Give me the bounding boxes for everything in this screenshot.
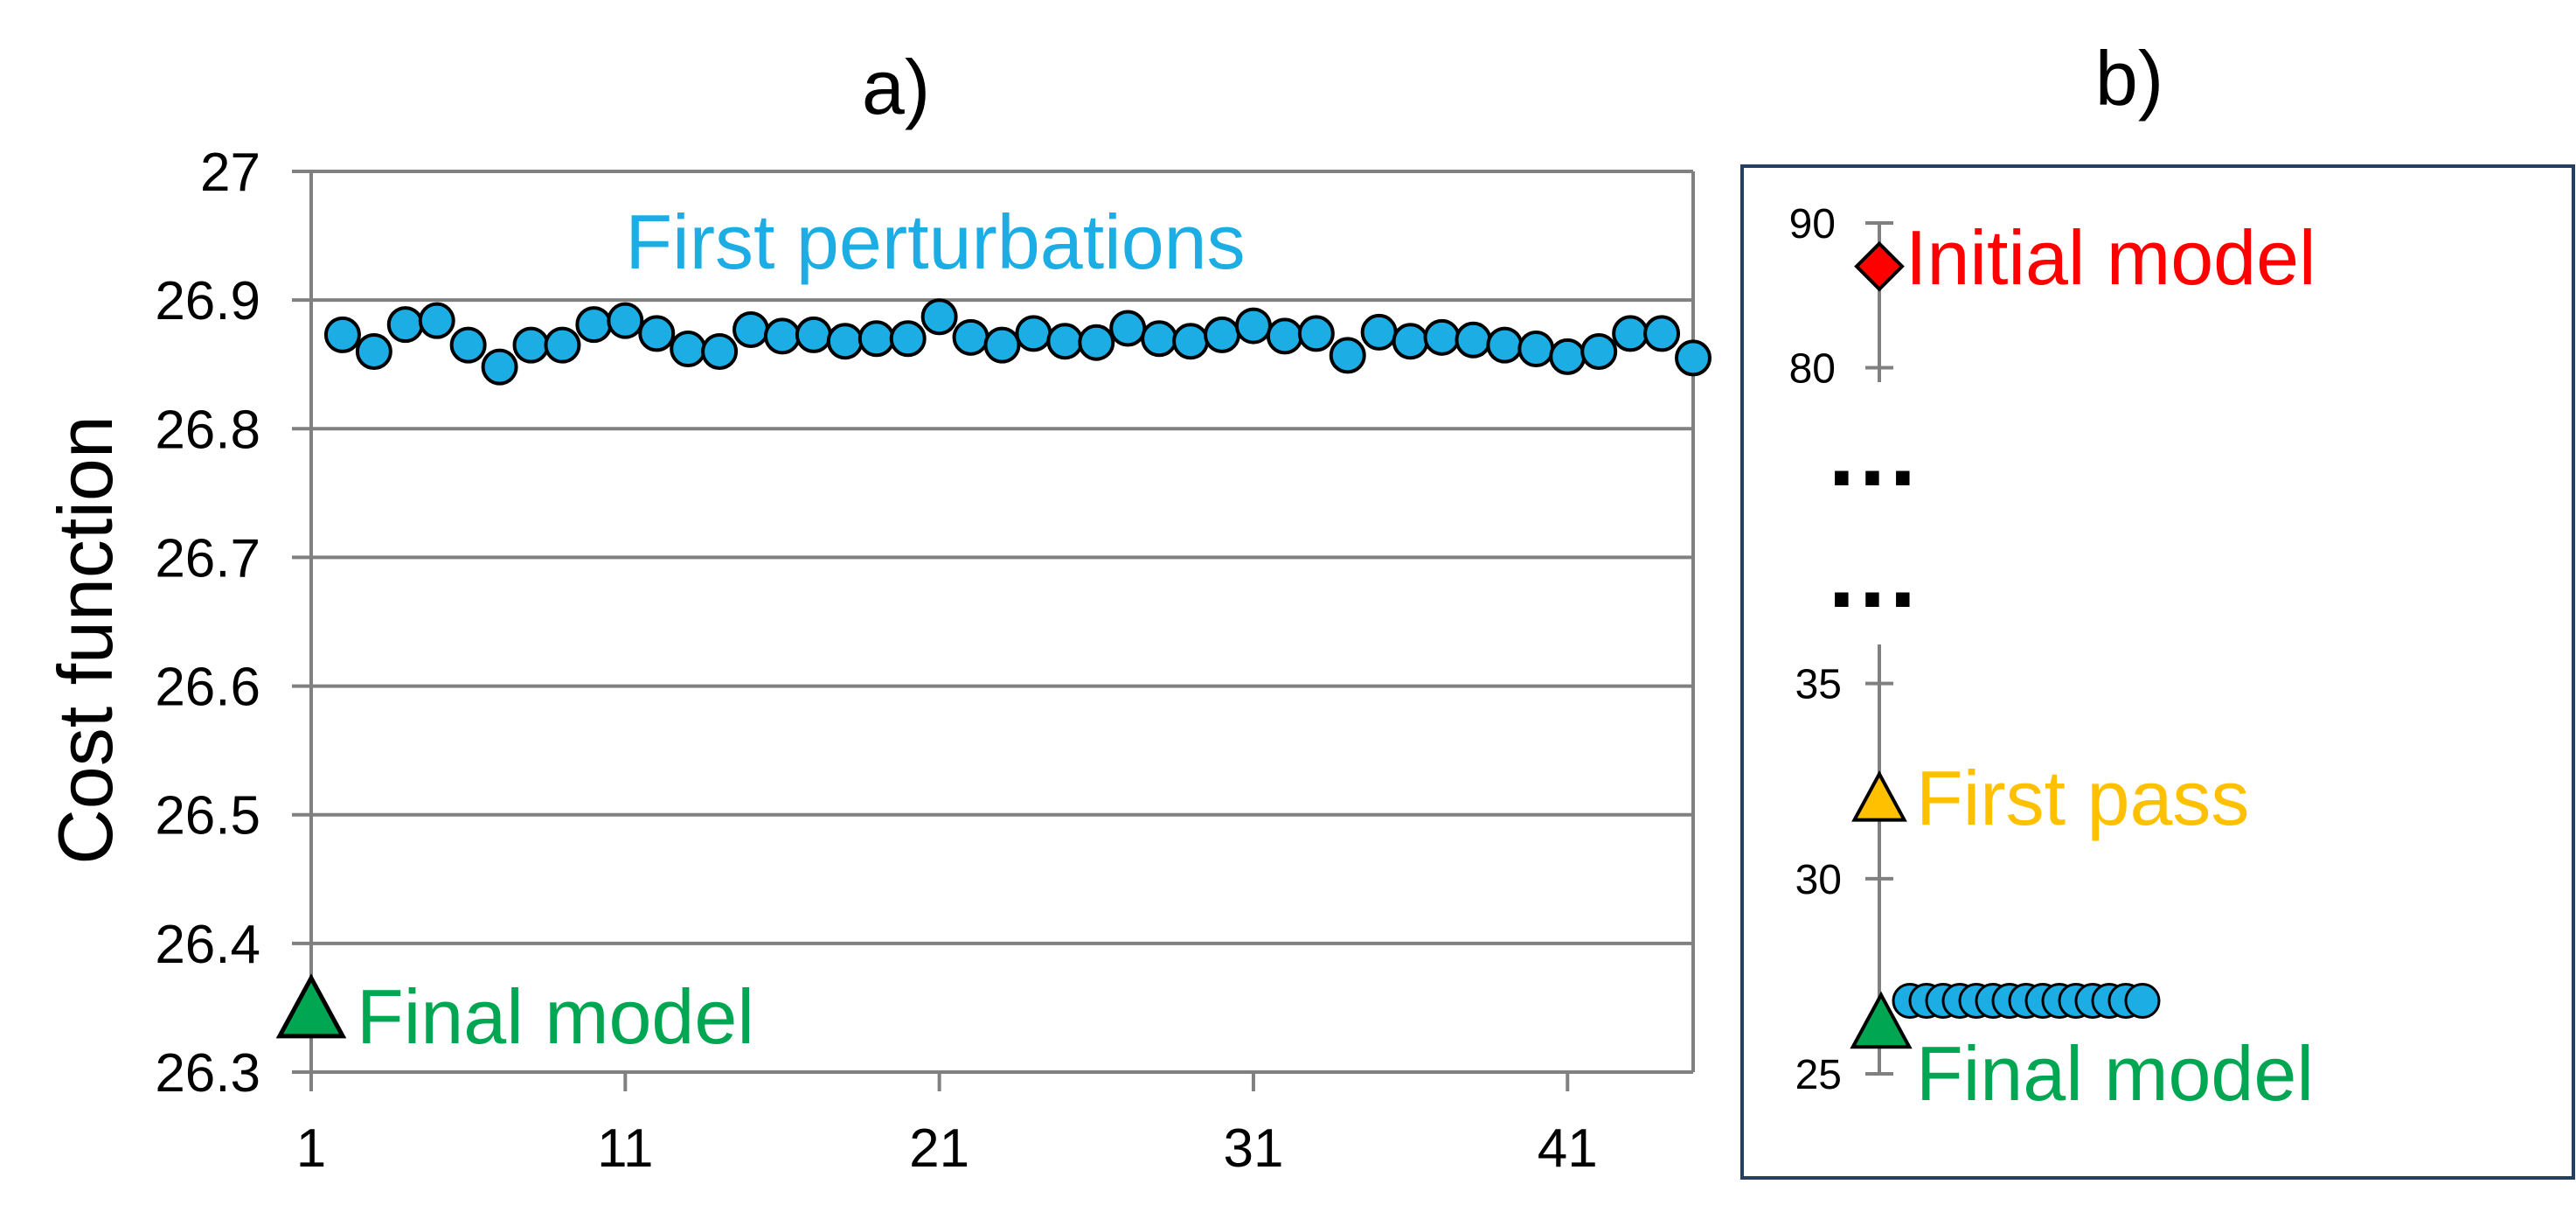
perturbation-point	[1580, 333, 1618, 370]
panel-a-x-tick-label: 11	[597, 1118, 653, 1179]
perturbation-point	[1204, 316, 1241, 353]
panel-b-first-pass-marker	[1851, 770, 1907, 822]
panel-a-y-tick-label: 26.7	[155, 528, 260, 589]
panel-a-y-tick-label: 26.8	[155, 400, 260, 460]
panel-a-x-tick-label: 31	[1223, 1118, 1283, 1179]
panel-b-initial-model-label: Initial model	[1906, 214, 2316, 301]
panel-b-first-pass-label: First pass	[1916, 755, 2249, 841]
panel-a-x-tick-label: 21	[909, 1118, 969, 1179]
perturbation-point	[1266, 317, 1303, 355]
perturbation-point	[1109, 310, 1147, 347]
perturbation-point	[1549, 338, 1587, 375]
perturbation-point	[983, 326, 1021, 364]
panel-b-final-model-label: Final model	[1916, 1030, 2314, 1117]
perturbation-point	[1455, 321, 1492, 359]
perturbation-point	[1392, 323, 1429, 360]
perturbation-point	[2124, 983, 2161, 1020]
panel-b-frame	[1740, 164, 2575, 1180]
perturbation-point	[449, 326, 487, 364]
perturbation-point	[1015, 315, 1052, 352]
perturbation-point	[952, 318, 989, 356]
panel-a-y-tick-label: 26.4	[155, 915, 260, 975]
panel-b-initial-model-marker	[1854, 240, 1905, 292]
perturbation-point	[355, 333, 392, 370]
panel-a-ylabel: Cost function	[42, 415, 128, 865]
panel-a-final-model-marker	[275, 973, 347, 1039]
perturbation-point	[733, 310, 770, 348]
perturbation-point	[575, 306, 613, 344]
perturbation-point	[763, 317, 801, 355]
panel-b-y-tick-label: 35	[1795, 662, 1842, 708]
perturbation-point	[638, 315, 676, 352]
final-model-point	[1850, 991, 1913, 1049]
perturbation-point	[1172, 323, 1210, 360]
perturbation-point	[1675, 339, 1712, 377]
panel-a-y-tick-labels: 26.3 26.4 26.5 26.6 26.7 26.8 26.9 27	[155, 143, 260, 1104]
perturbation-point	[1612, 315, 1649, 352]
panel-a-y-tick-label: 26.5	[155, 786, 260, 846]
perturbation-point	[1297, 315, 1335, 352]
panel-a-x-tick-labels: 1 11 21 31 41	[296, 1072, 1598, 1179]
panel-a-x-tick-label: 1	[296, 1118, 326, 1179]
panel-a-chart: a) Cost function 26.326.426.526.626.726.…	[42, 44, 1712, 1179]
panel-b-axis-break-upper: …	[1824, 399, 1920, 506]
perturbation-point	[826, 323, 864, 360]
panel-a-y-tick-label: 26.3	[155, 1043, 260, 1104]
panel-b-title: b)	[2095, 35, 2163, 122]
perturbation-point	[858, 320, 895, 358]
first-pass-point	[1851, 770, 1907, 822]
panel-a-perturbation-points	[323, 298, 1712, 386]
panel-b-perturbation-points	[1892, 983, 2161, 1020]
panel-b-lower-ticks: 25 30 35	[1795, 662, 1893, 1098]
panel-b-y-tick-label: 90	[1789, 201, 1836, 247]
panel-b-axis-break-lower: …	[1824, 520, 1920, 628]
perturbation-point	[701, 333, 739, 370]
perturbation-point	[1141, 320, 1178, 358]
panel-b-upper-ticks: 80 90	[1789, 201, 1893, 392]
perturbation-point	[670, 331, 707, 368]
perturbation-point	[1423, 318, 1461, 356]
panel-a-final-model-label: Final model	[357, 973, 754, 1060]
panel-b-y-tick-label: 30	[1795, 857, 1842, 903]
perturbation-point	[607, 302, 644, 339]
final-model-point	[275, 973, 347, 1039]
perturbation-point	[1517, 331, 1555, 368]
panel-a-x-tick-label: 41	[1538, 1118, 1598, 1179]
panel-b-y-tick-label: 80	[1789, 345, 1836, 392]
panel-b-y-tick-label: 25	[1795, 1052, 1842, 1098]
perturbation-point	[795, 316, 832, 353]
panel-a-title: a)	[862, 44, 930, 130]
perturbation-point	[544, 326, 581, 364]
panel-a-gridlines	[292, 170, 1693, 1074]
perturbation-point	[1643, 315, 1681, 352]
perturbation-point	[1234, 307, 1272, 345]
panel-a-first-perturbations-label: First perturbations	[625, 199, 1245, 285]
perturbation-point	[481, 348, 518, 386]
perturbation-point	[386, 306, 424, 344]
perturbation-point	[889, 320, 927, 358]
panel-a-y-tick-label: 26.9	[155, 271, 260, 331]
panel-a-y-tick-label: 27	[200, 143, 260, 203]
perturbation-point	[1486, 326, 1524, 364]
panel-a-y-tick-label: 26.6	[155, 658, 260, 718]
panel-b-final-model-marker	[1850, 991, 1913, 1049]
perturbation-point	[920, 298, 958, 336]
perturbation-point	[1046, 323, 1084, 360]
perturbation-point	[418, 302, 455, 339]
panel-b-chart: b) 80 90 25 30 35 … … Initial model First p…	[1740, 35, 2575, 1180]
initial-model-point	[1854, 240, 1905, 292]
perturbation-point	[512, 326, 550, 364]
perturbation-point	[1078, 324, 1115, 361]
perturbation-point	[323, 316, 361, 353]
perturbation-point	[1329, 337, 1366, 374]
perturbation-point	[1360, 313, 1398, 351]
